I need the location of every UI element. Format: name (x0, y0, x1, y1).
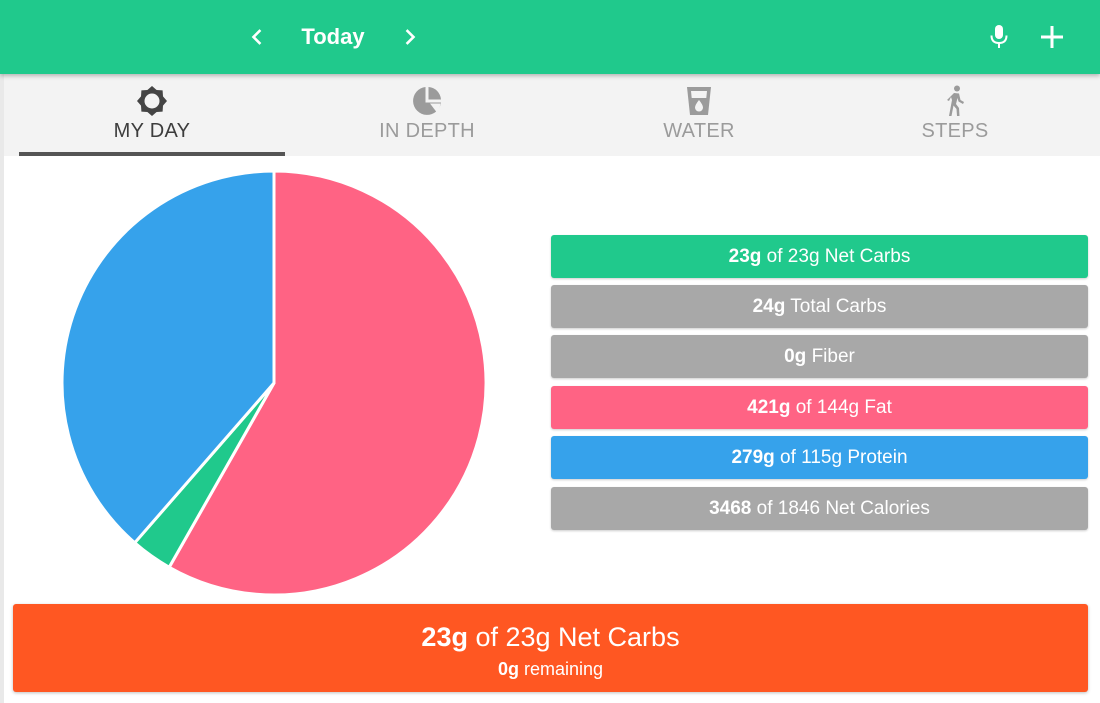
tab-label: WATER (663, 120, 735, 142)
net-calories-label: of 1846 Net Calories (751, 498, 930, 519)
tab-label: IN DEPTH (379, 120, 475, 142)
active-tab-indicator (19, 152, 285, 156)
app-bar: Today (0, 0, 1100, 74)
macro-pie-chart (59, 168, 489, 598)
summary-remaining: 0g remaining (13, 658, 1088, 680)
summary-label: of 23g Net Carbs (467, 622, 680, 652)
remaining-label: remaining (518, 659, 604, 679)
pie-slice-protein (60, 169, 276, 545)
fiber-bar: 0g Fiber (551, 335, 1088, 378)
voice-input-button[interactable] (981, 19, 1017, 55)
left-edge (0, 74, 4, 703)
pie-slice-fat (167, 169, 488, 597)
remaining-value: 0g (497, 659, 519, 679)
walking-person-icon (938, 84, 972, 118)
tab-bar: MY DAY IN DEPTH WATER STEP (4, 74, 1100, 156)
summary-headline: 23g of 23g Net Carbs (13, 621, 1088, 653)
tab-label: STEPS (921, 120, 989, 142)
plus-icon (1041, 26, 1063, 48)
tab-water[interactable]: WATER (566, 74, 832, 156)
next-day-button[interactable] (392, 19, 428, 55)
net-carbs-bar: 23g of 23g Net Carbs (551, 235, 1088, 278)
total-carbs-value: 24g (752, 296, 786, 317)
protein-label: of 115g Protein (774, 447, 908, 468)
previous-day-button[interactable] (239, 19, 275, 55)
total-carbs-bar: 24g Total Carbs (551, 285, 1088, 328)
fiber-value: 0g (784, 346, 807, 367)
fiber-label: Fiber (806, 346, 855, 367)
chevron-right-icon (405, 29, 416, 45)
fat-label: of 144g Fat (790, 397, 892, 418)
water-glass-icon (682, 84, 716, 118)
net-carbs-label: of 23g Net Carbs (761, 246, 911, 267)
summary-value: 23g (421, 622, 468, 652)
net-calories-bar: 3468 of 1846 Net Calories (551, 487, 1088, 530)
protein-bar: 279g of 115g Protein (551, 436, 1088, 479)
tab-label: MY DAY (113, 120, 191, 142)
microphone-icon (990, 25, 1008, 48)
total-carbs-label: Total Carbs (785, 296, 887, 317)
tab-in-depth[interactable]: IN DEPTH (294, 74, 560, 156)
pie-chart-icon (410, 84, 444, 118)
add-entry-button[interactable] (1034, 19, 1070, 55)
net-carbs-summary-banner[interactable]: 23g of 23g Net Carbs 0g remaining (13, 604, 1088, 692)
net-calories-value: 3468 (709, 498, 752, 519)
fat-bar: 421g of 144g Fat (551, 386, 1088, 429)
net-carbs-value: 23g (728, 246, 762, 267)
fat-value: 421g (747, 397, 791, 418)
protein-value: 279g (731, 447, 775, 468)
tab-steps[interactable]: STEPS (822, 74, 1088, 156)
tab-my-day[interactable]: MY DAY (19, 74, 285, 156)
chevron-left-icon (251, 29, 262, 45)
date-label[interactable]: Today (301, 24, 365, 49)
sun-icon (135, 84, 169, 118)
